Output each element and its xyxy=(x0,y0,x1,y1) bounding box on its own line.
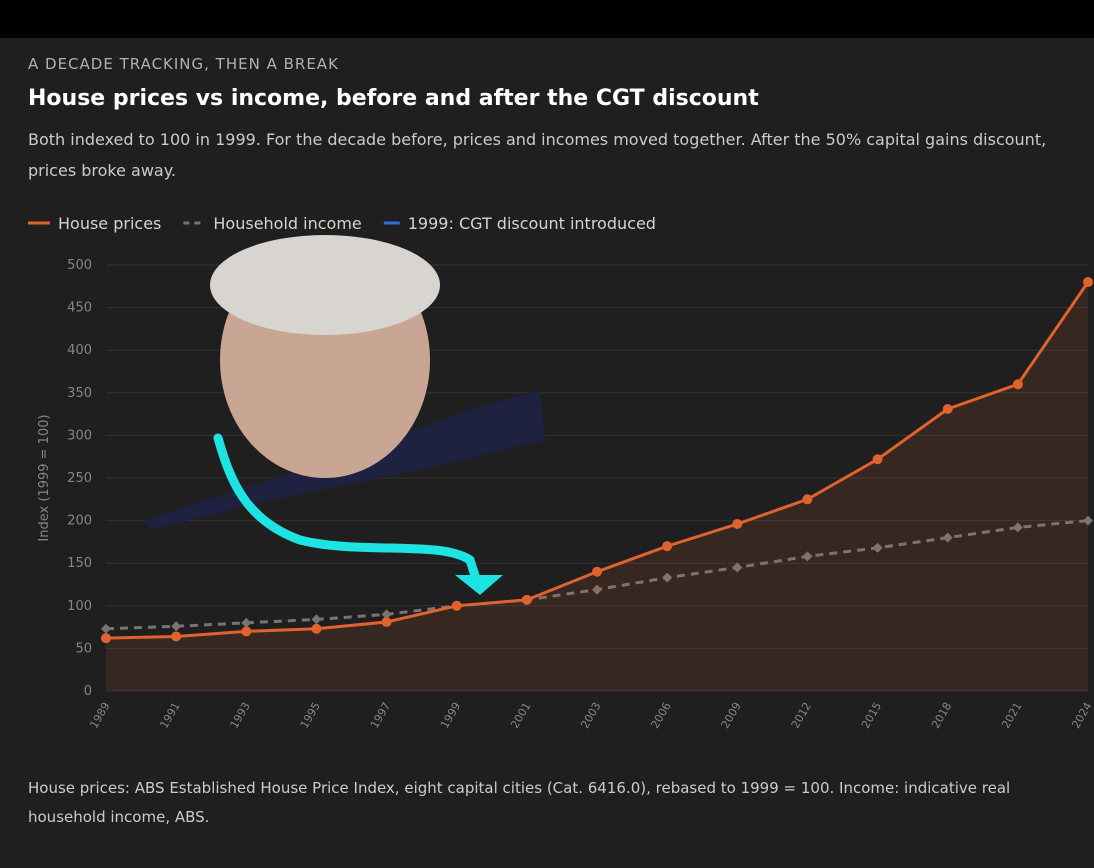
y-tick-label: 350 xyxy=(67,386,92,401)
y-tick-label: 0 xyxy=(84,684,92,699)
y-tick-label: 400 xyxy=(67,343,92,358)
point-marker xyxy=(1083,515,1093,526)
x-tick-label: 1997 xyxy=(368,700,393,731)
y-tick-label: 200 xyxy=(67,514,92,529)
point-marker xyxy=(942,532,953,543)
point-marker xyxy=(802,494,813,505)
point-marker xyxy=(1012,379,1023,390)
subtitle: Both indexed to 100 in 1999. For the dec… xyxy=(28,130,1047,180)
point-marker xyxy=(311,614,322,625)
point-marker xyxy=(101,633,111,644)
point-marker xyxy=(802,551,813,562)
photo-hair xyxy=(210,235,440,335)
arrow-head xyxy=(455,575,503,595)
point-marker xyxy=(1083,277,1093,288)
point-marker xyxy=(732,519,743,530)
legend-label: House prices xyxy=(58,214,161,233)
point-marker xyxy=(592,584,602,595)
x-tick-label: 1991 xyxy=(157,700,182,731)
x-tick-label: 2003 xyxy=(578,700,603,731)
y-tick-label: 100 xyxy=(67,599,92,614)
point-marker xyxy=(662,572,673,583)
point-marker xyxy=(1012,522,1023,533)
x-tick-label: 2006 xyxy=(648,700,673,731)
point-marker xyxy=(732,562,743,573)
kicker: A DECADE TRACKING, THEN A BREAK xyxy=(28,55,339,73)
arrow xyxy=(213,433,483,590)
point-marker xyxy=(872,542,883,553)
point-marker xyxy=(381,609,392,620)
chart: 0 50 100 150 200 250 300 350 400 450 500 Index (199… xyxy=(28,214,1094,731)
x-tick-label: 1989 xyxy=(87,700,112,731)
top-bar xyxy=(0,0,1094,38)
y-axis-label: Index (1999 = 100) xyxy=(37,414,52,541)
point-marker xyxy=(381,616,392,627)
point-marker xyxy=(171,631,182,642)
x-tick-label: 1999 xyxy=(438,700,463,731)
x-tick-label: 2001 xyxy=(508,700,533,731)
point-marker xyxy=(942,403,953,414)
y-tick-label: 50 xyxy=(75,641,92,656)
chart-title: House prices vs income, before and after… xyxy=(28,86,759,111)
point-marker xyxy=(311,623,322,634)
y-tick-label: 250 xyxy=(67,471,92,486)
point-marker xyxy=(451,600,462,611)
point-marker xyxy=(241,626,252,637)
legend-label: Household income xyxy=(213,214,361,233)
x-tick-label: 2021 xyxy=(999,700,1024,731)
plot: 0 50 100 150 200 250 300 350 400 450 500 Index (199… xyxy=(28,214,1094,731)
point-marker xyxy=(241,617,252,628)
y-tick-label: 150 xyxy=(67,556,92,571)
source-note: House prices: ABS Established House Pric… xyxy=(28,779,1011,826)
point-marker xyxy=(592,566,602,577)
point-marker xyxy=(521,594,532,605)
x-tick-label: 1995 xyxy=(298,700,323,731)
y-tick-label: 300 xyxy=(67,428,92,443)
x-tick-label: 1993 xyxy=(228,700,253,731)
x-tick-label: 2012 xyxy=(789,700,814,731)
y-tick-label: 450 xyxy=(67,301,92,316)
x-tick-label: 2015 xyxy=(859,700,884,731)
y-tick-label: 500 xyxy=(67,258,92,273)
x-tick-label: 2024 xyxy=(1069,700,1094,731)
area-fill xyxy=(106,282,1088,691)
point-marker xyxy=(662,541,673,552)
point-marker xyxy=(171,621,182,632)
x-tick-label: 2018 xyxy=(929,700,954,731)
point-marker xyxy=(101,623,111,634)
overlay xyxy=(145,235,545,595)
x-tick-label: 2009 xyxy=(719,700,744,731)
legend-label: 1999: CGT discount introduced xyxy=(408,214,656,233)
point-marker xyxy=(872,454,883,465)
